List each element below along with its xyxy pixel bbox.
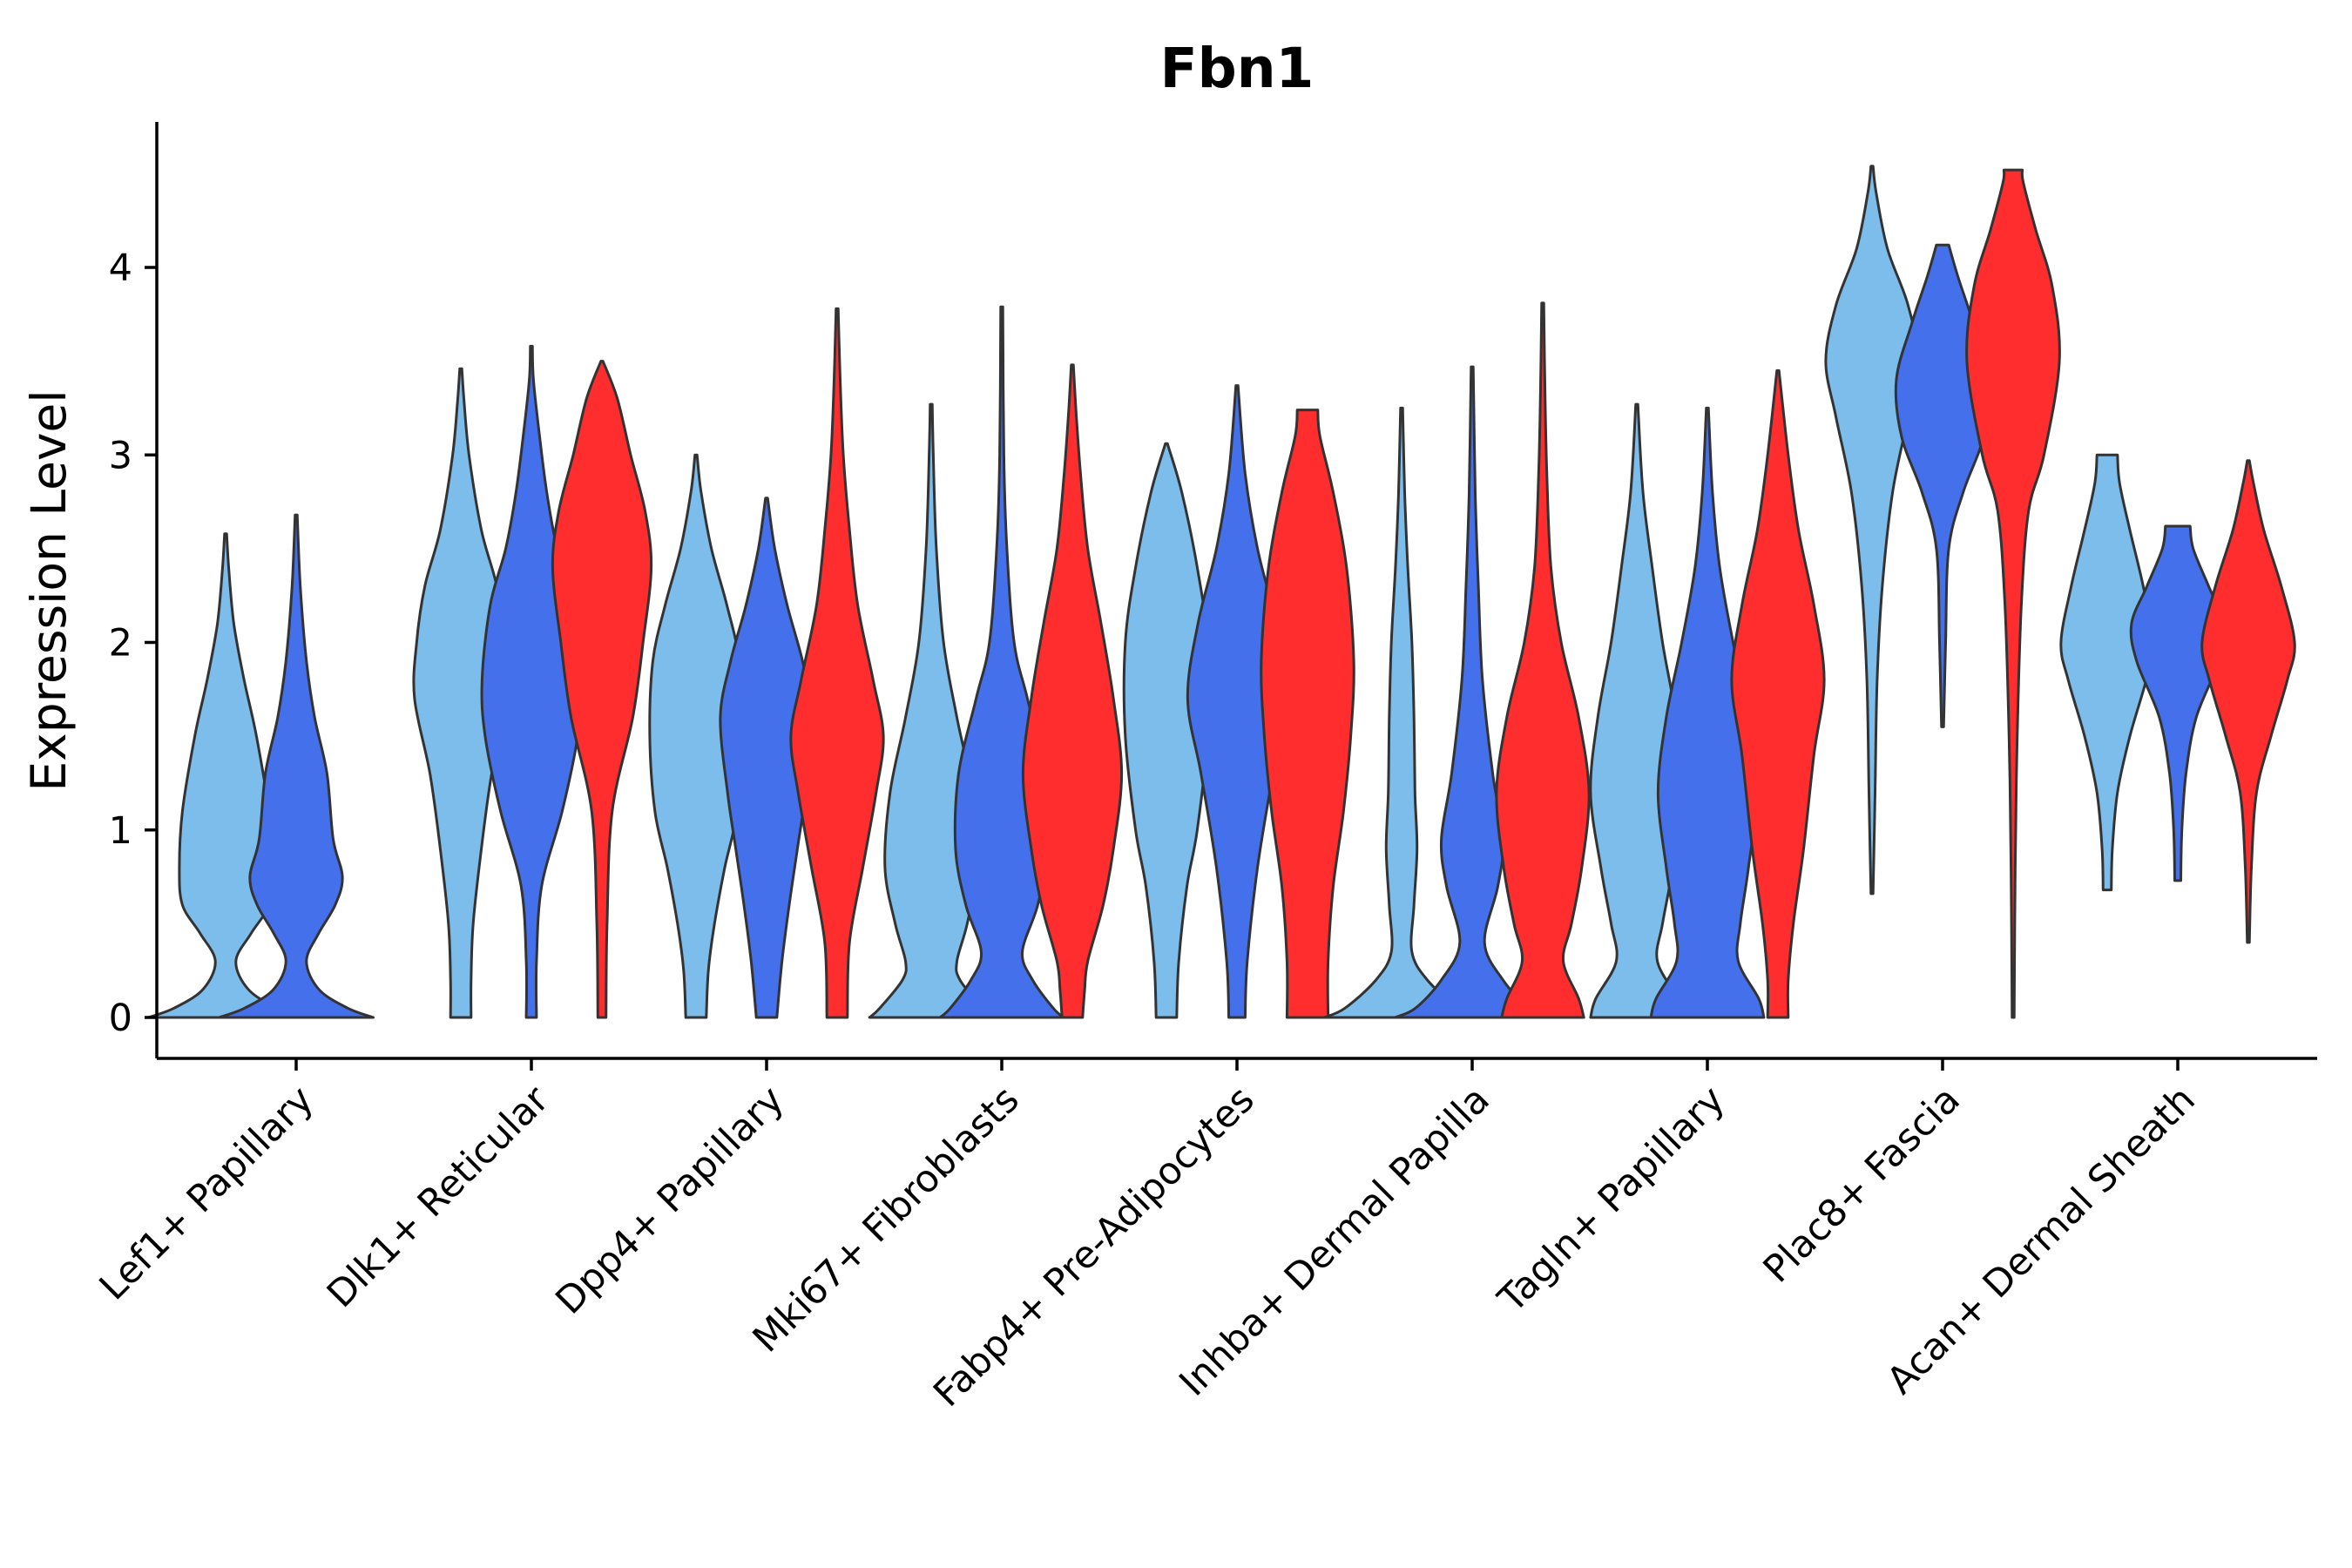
violin-dpp4-papillary-g1	[719, 497, 814, 1019]
violin-fabp4-pre-adipocytes-g2	[1260, 409, 1355, 1019]
violin-dlk1-reticular-g0	[412, 367, 510, 1019]
violin-plac8-fascia-g2	[1965, 168, 2061, 1019]
violin-dlk1-reticular-g1	[480, 344, 583, 1019]
y-tick-label: 4	[109, 247, 132, 290]
x-tick-label: Tagln+ Papillary	[1490, 1078, 1734, 1321]
violin-inhba-dermal-papilla-g1	[1394, 365, 1551, 1019]
violin-dpp4-papillary-g2	[789, 307, 885, 1019]
x-tick-label: Mki67+ Fibroblasts	[745, 1078, 1028, 1361]
violin-acan-dermal-sheath-g1	[2129, 524, 2227, 882]
violin-lef1-papillary-g1	[218, 513, 375, 1019]
y-axis-label: Expression Level	[21, 389, 77, 791]
x-tick-label: Dpp4+ Papillary	[548, 1078, 793, 1322]
x-tick-label: Plac8+ Fascia	[1755, 1078, 1969, 1291]
violin-acan-dermal-sheath-g2	[2200, 459, 2296, 944]
violins-layer	[147, 165, 2296, 1019]
y-tick-label: 1	[109, 809, 132, 853]
violin-inhba-dermal-papilla-g0	[1323, 406, 1480, 1019]
violin-acan-dermal-sheath-g0	[2059, 453, 2155, 892]
x-tick-label: Dlk1+ Reticular	[319, 1078, 558, 1316]
violin-plac8-fascia-g0	[1824, 165, 1920, 896]
violin-tagln-papillary-g1	[1649, 406, 1766, 1019]
chart-title: Fbn1	[1160, 37, 1315, 100]
violin-fabp4-pre-adipocytes-g0	[1122, 442, 1211, 1019]
y-axis: 0 1 2 3 4	[109, 122, 159, 1058]
violin-dpp4-papillary-g0	[648, 453, 744, 1019]
violin-tagln-papillary-g2	[1730, 368, 1826, 1019]
violin-dlk1-reticular-g2	[551, 360, 653, 1019]
violin-inhba-dermal-papilla-g2	[1495, 301, 1591, 1019]
violin-mki67-fibroblasts-g2	[1021, 363, 1124, 1019]
x-tick-label: Lef1+ Papillary	[91, 1078, 322, 1308]
y-tick-label: 0	[109, 997, 132, 1040]
y-tick-label: 3	[109, 434, 132, 477]
y-tick-label: 2	[109, 622, 132, 666]
